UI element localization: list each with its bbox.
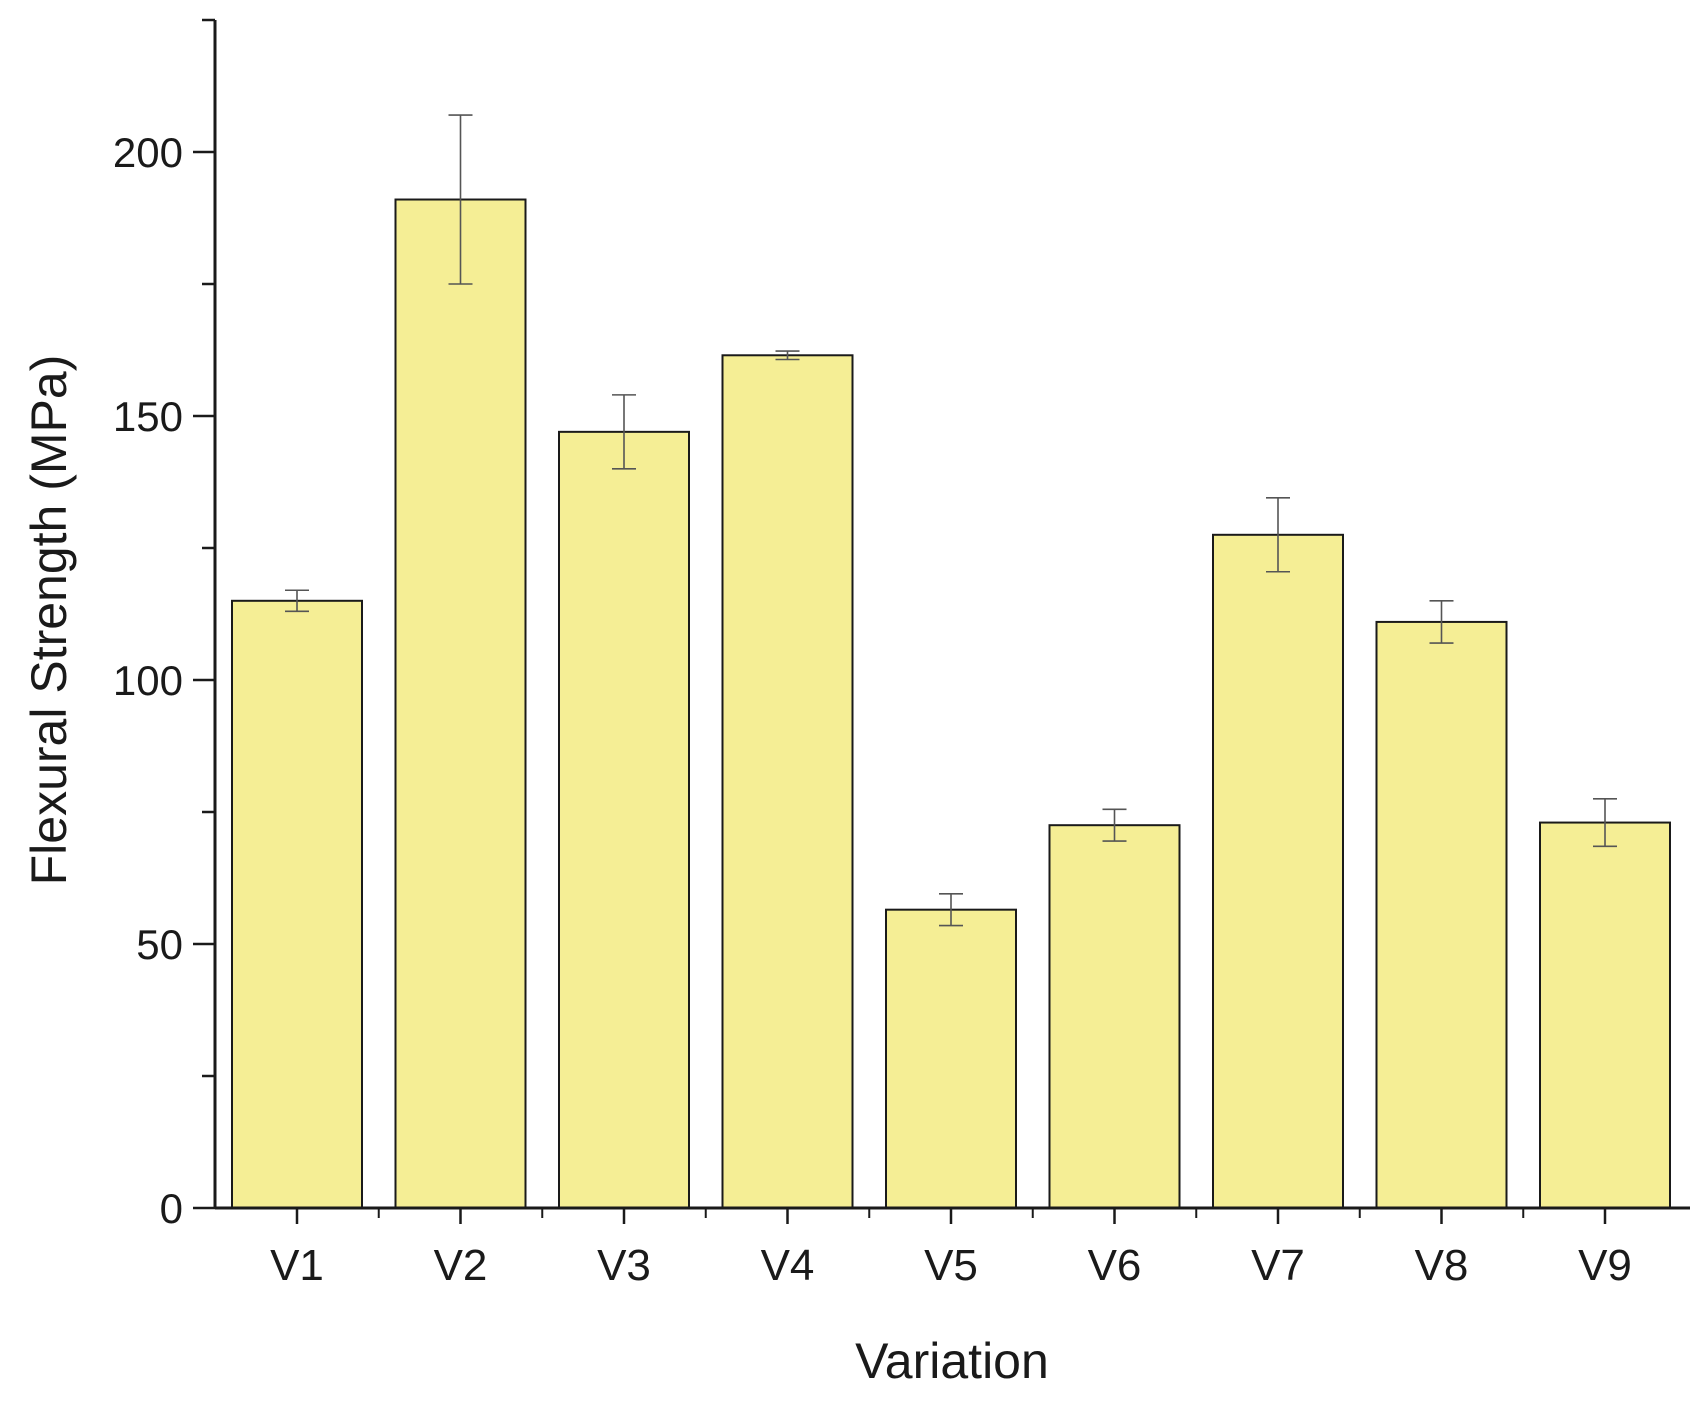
bar-v6: [1048, 824, 1181, 1209]
error-bar-v8: [1429, 599, 1454, 644]
x-tick-label-v9: V9: [1578, 1241, 1632, 1290]
x-axis-title: Variation: [855, 1333, 1049, 1389]
x-tick-label-v7: V7: [1251, 1241, 1305, 1290]
y-axis-title: Flexural Strength (MPa): [21, 355, 77, 886]
error-bar-v7: [1266, 497, 1290, 573]
y-tick-label: 0: [160, 1185, 183, 1232]
error-bar-v2: [448, 114, 473, 285]
y-tick-label: 50: [136, 921, 183, 968]
x-tick-label-v1: V1: [270, 1241, 324, 1290]
error-bar-v5: [939, 893, 963, 927]
bar-v5: [885, 908, 1017, 1209]
y-tick-label: 150: [113, 393, 183, 440]
error-bar-v6: [1102, 808, 1127, 842]
x-tick-label-v4: V4: [761, 1241, 815, 1290]
error-bars-layer: [285, 114, 1617, 927]
bar-v4: [721, 354, 854, 1209]
x-tick-label-v6: V6: [1088, 1241, 1142, 1290]
x-tick-label-v3: V3: [597, 1241, 651, 1290]
x-tick-label-v8: V8: [1415, 1241, 1469, 1290]
error-bar-v4: [775, 350, 800, 361]
bars-layer: [231, 198, 1671, 1209]
bar-v3: [558, 430, 690, 1209]
error-bar-v3: [612, 394, 636, 470]
bar-v2: [394, 198, 527, 1209]
bar-v9: [1539, 821, 1671, 1209]
bar-v1: [231, 599, 363, 1209]
x-tick-label-v5: V5: [924, 1241, 978, 1290]
axes-layer: [193, 18, 1690, 1224]
error-bar-v9: [1593, 797, 1617, 848]
x-tick-label-v2: V2: [434, 1241, 488, 1290]
y-tick-label: 100: [113, 657, 183, 704]
bar-v7: [1212, 533, 1344, 1209]
y-tick-label: 200: [113, 129, 183, 176]
error-bar-v1: [285, 589, 309, 613]
labels-layer: 0 50 100 150 200 V1 V2 V3 V4 V5 V6 V7 V8 V9: [113, 129, 1632, 1290]
bar-v8: [1375, 620, 1508, 1209]
